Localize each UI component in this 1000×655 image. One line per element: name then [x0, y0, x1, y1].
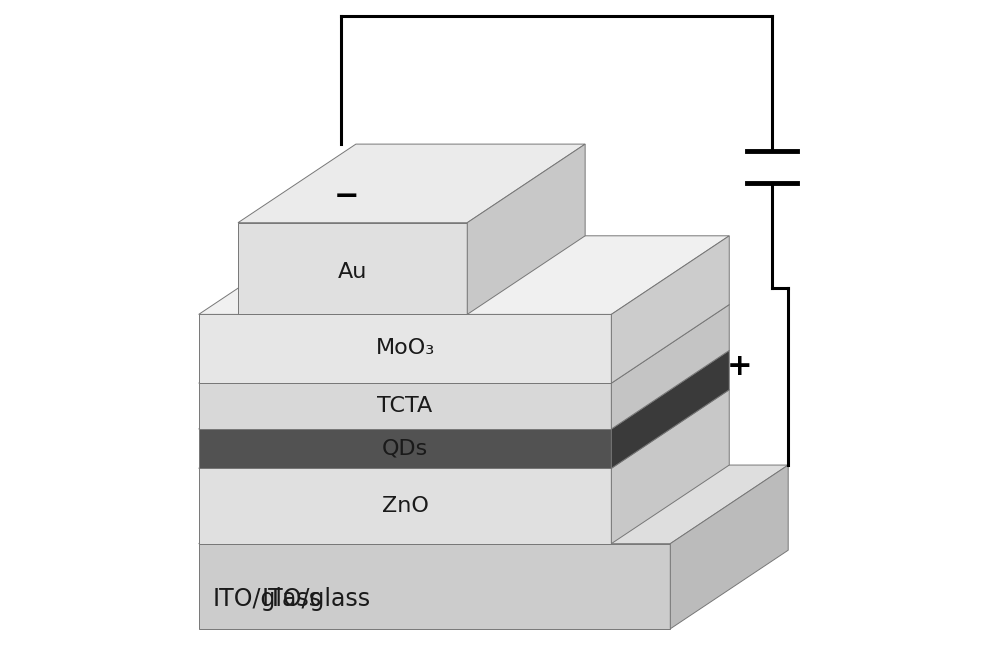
Text: −: − [333, 182, 359, 211]
Text: ITO/glass: ITO/glass [262, 588, 371, 611]
Polygon shape [670, 465, 788, 629]
Text: MoO₃: MoO₃ [375, 339, 435, 358]
Text: +: + [726, 352, 752, 381]
Text: Au: Au [338, 262, 367, 282]
Polygon shape [199, 390, 729, 468]
Text: QDs: QDs [382, 439, 428, 458]
Polygon shape [199, 383, 611, 429]
Text: TCTA: TCTA [377, 396, 433, 416]
Polygon shape [199, 236, 729, 314]
Polygon shape [467, 144, 585, 314]
Polygon shape [611, 305, 729, 429]
Polygon shape [611, 236, 729, 383]
Polygon shape [199, 314, 611, 383]
Polygon shape [611, 390, 729, 544]
Text: ZnO: ZnO [382, 496, 428, 515]
Polygon shape [199, 429, 611, 468]
Polygon shape [199, 544, 670, 629]
Polygon shape [238, 223, 467, 314]
Polygon shape [238, 144, 585, 223]
Polygon shape [199, 305, 729, 383]
Polygon shape [199, 350, 729, 429]
Polygon shape [199, 468, 611, 544]
Polygon shape [611, 350, 729, 468]
Text: ITO/glass: ITO/glass [213, 588, 322, 611]
Polygon shape [199, 465, 788, 544]
